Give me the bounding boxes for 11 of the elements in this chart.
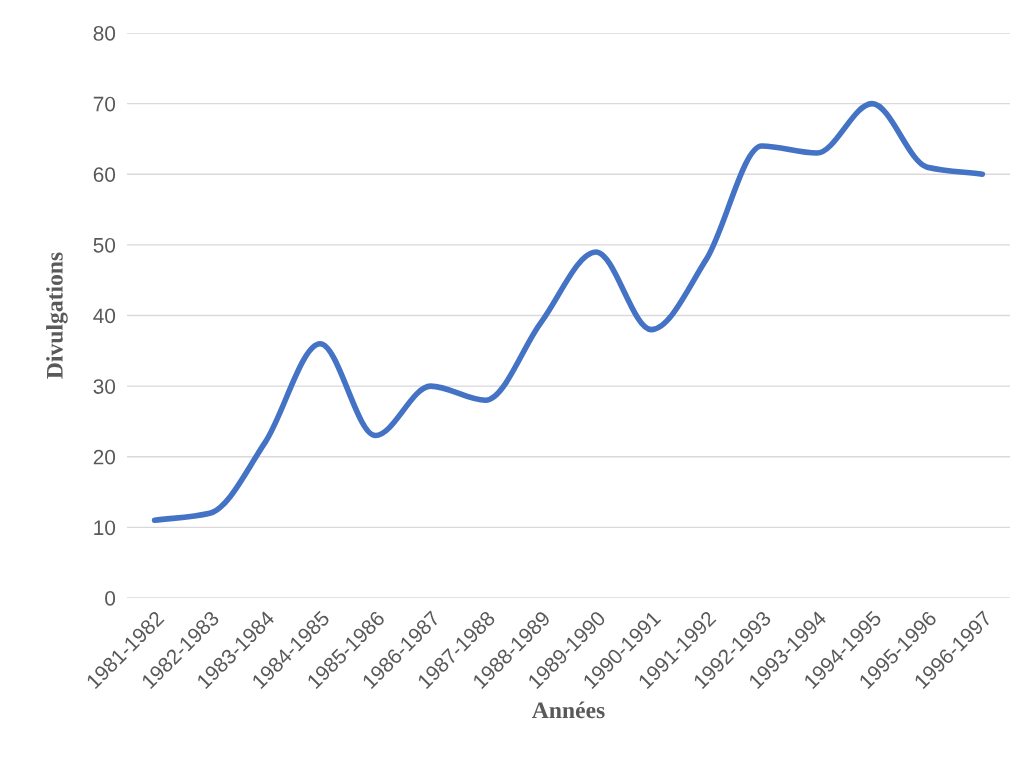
y-tick-label: 70 — [93, 96, 116, 112]
y-tick-label: 20 — [93, 449, 116, 465]
y-tick-label: 0 — [105, 591, 116, 606]
y-tick-label: 50 — [93, 237, 116, 253]
y-axis-title: Divulgations — [46, 252, 68, 379]
y-tick-label: 40 — [93, 308, 116, 324]
y-tick-label: 60 — [93, 167, 116, 182]
x-axis-title: Années — [532, 701, 605, 719]
y-tick-label: 30 — [93, 379, 116, 394]
y-tick-label: 80 — [93, 26, 116, 41]
y-tick-label: 10 — [94, 520, 116, 536]
